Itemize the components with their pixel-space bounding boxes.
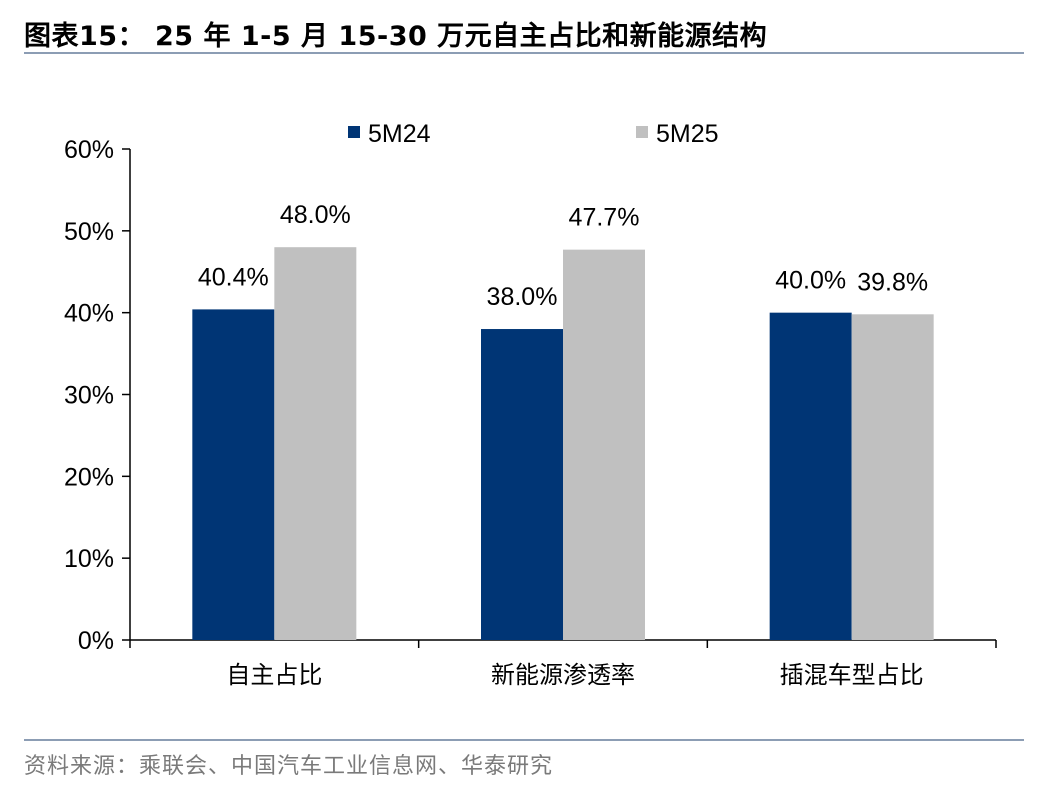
bar-5m24 [769,312,852,640]
y-tick-label: 10% [64,545,114,573]
data-label: 39.8% [857,268,928,296]
y-tick-label: 20% [64,463,114,491]
y-axis: 0% 10% 20% 30% 40% 50% 60% [64,136,131,655]
legend-swatch [636,126,648,138]
data-label: 48.0% [280,201,351,229]
y-tick-label: 50% [64,218,114,246]
legend-label: 5M24 [368,120,431,148]
bar-5m24 [192,309,275,640]
footer-divider [24,739,1024,741]
bar-5m25 [563,249,645,640]
data-label: 40.0% [775,267,846,295]
x-category-label: 新能源渗透率 [491,661,635,689]
x-category-label: 自主占比 [226,661,322,689]
chart-title: 图表15： 25 年 1-5 月 15-30 万元自主占比和新能源结构 [24,21,768,52]
legend-swatch [348,126,360,138]
x-category-label: 插混车型占比 [780,661,924,689]
x-axis: 自主占比 新能源渗透率 插混车型占比 [129,639,997,689]
data-label: 38.0% [487,283,558,311]
source-note: 资料来源：乘联会、中国汽车工业信息网、华泰研究 [24,754,554,779]
y-tick-label: 0% [78,627,114,655]
bar-5m25 [274,247,357,640]
chart-legend: 5M24 5M25 [348,120,719,148]
title-divider [24,52,1024,54]
data-labels: 40.4% 38.0% 40.0% 48.0% 47.7% 39.8% [198,201,928,311]
y-tick-label: 40% [64,300,114,328]
bar-series [192,247,934,640]
data-label: 47.7% [569,204,640,232]
bar-5m24 [481,329,563,640]
legend-label: 5M25 [656,120,719,148]
y-tick-label: 30% [64,382,114,410]
y-tick-label: 60% [64,136,114,164]
bar-5m25 [851,314,934,640]
data-label: 40.4% [198,263,269,291]
